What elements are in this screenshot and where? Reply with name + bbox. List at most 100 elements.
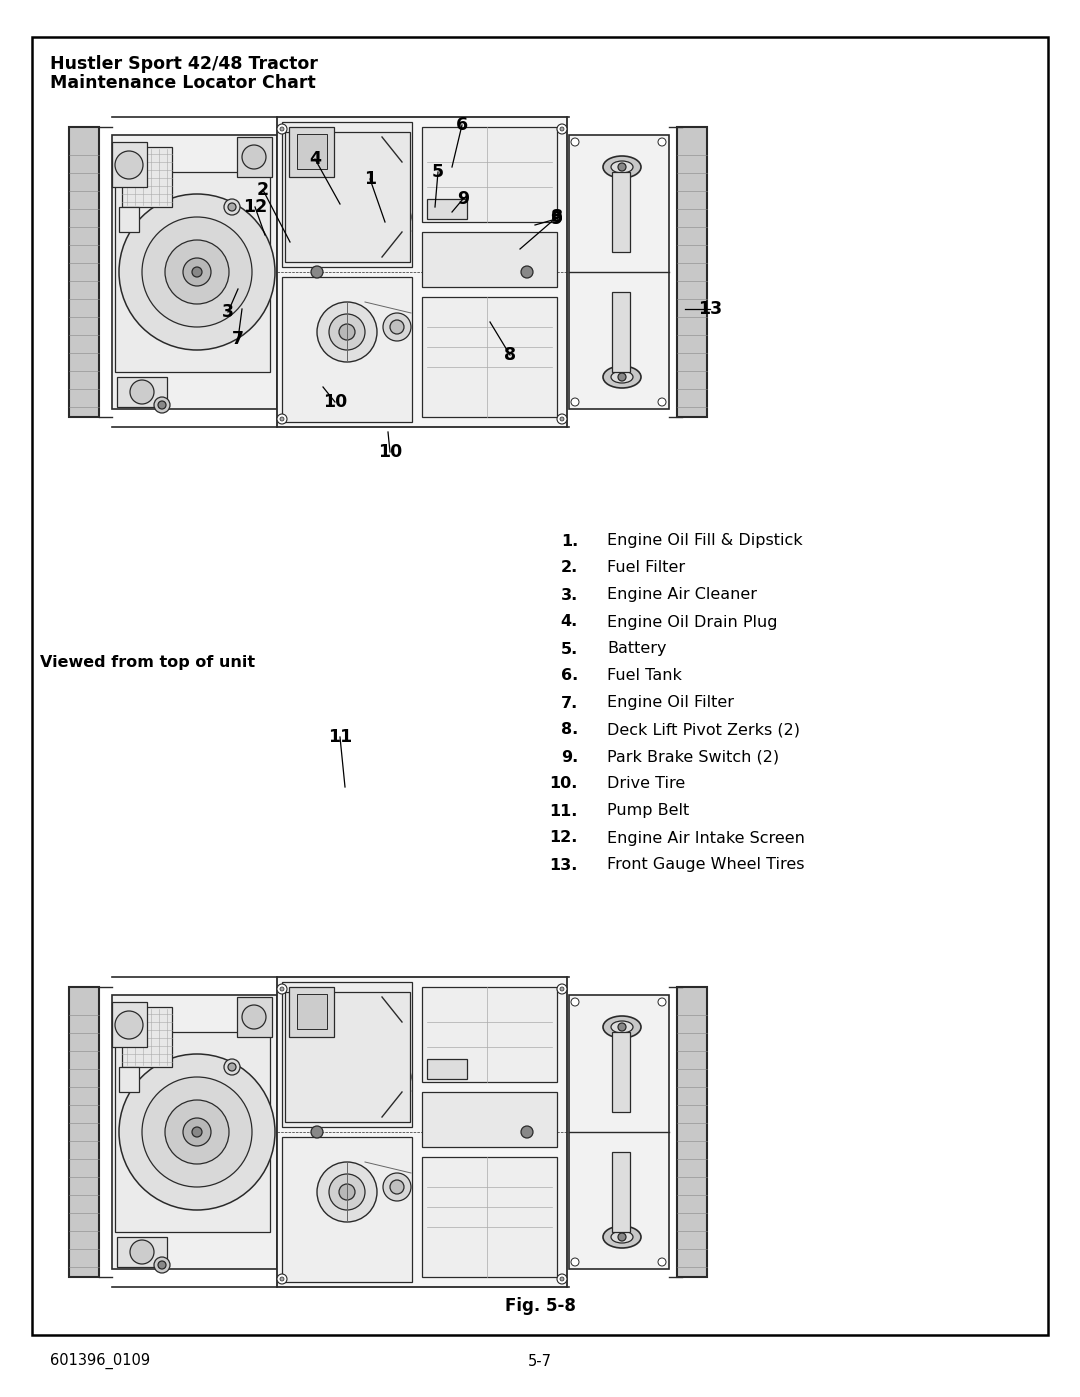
Text: 6.: 6. — [561, 669, 578, 683]
Circle shape — [329, 1173, 365, 1210]
Circle shape — [557, 414, 567, 425]
Ellipse shape — [603, 1016, 642, 1038]
Text: 13.: 13. — [550, 858, 578, 873]
Ellipse shape — [611, 1231, 633, 1243]
Circle shape — [280, 127, 284, 131]
Circle shape — [280, 1277, 284, 1281]
Bar — [282, 122, 411, 267]
Circle shape — [571, 1259, 579, 1266]
Text: 1.: 1. — [561, 534, 578, 549]
Text: 3: 3 — [222, 303, 234, 321]
Text: 13: 13 — [698, 300, 723, 319]
Circle shape — [571, 997, 579, 1006]
Circle shape — [339, 204, 355, 219]
Circle shape — [192, 267, 202, 277]
Bar — [117, 377, 167, 407]
Circle shape — [521, 265, 534, 278]
Ellipse shape — [611, 161, 633, 173]
Circle shape — [119, 1053, 275, 1210]
Text: 10: 10 — [378, 443, 402, 461]
Circle shape — [318, 302, 377, 362]
Bar — [285, 992, 410, 1122]
Bar — [114, 1032, 270, 1232]
Circle shape — [192, 1127, 202, 1137]
Text: 11: 11 — [328, 728, 352, 746]
Circle shape — [339, 1185, 355, 1200]
Text: 5: 5 — [432, 163, 444, 182]
Text: 9: 9 — [457, 190, 469, 208]
Circle shape — [154, 397, 170, 414]
Circle shape — [158, 401, 166, 409]
Ellipse shape — [603, 156, 642, 177]
Circle shape — [658, 138, 666, 147]
Bar — [427, 1059, 467, 1078]
Bar — [612, 292, 630, 372]
Circle shape — [329, 314, 365, 351]
Circle shape — [130, 1241, 154, 1264]
Ellipse shape — [603, 366, 642, 388]
Circle shape — [114, 1011, 143, 1039]
Circle shape — [557, 1274, 567, 1284]
Circle shape — [390, 1070, 404, 1084]
Bar — [112, 136, 276, 409]
Circle shape — [224, 198, 240, 215]
Text: 2: 2 — [257, 182, 269, 198]
Circle shape — [141, 1077, 252, 1187]
Circle shape — [276, 1274, 287, 1284]
Bar — [276, 117, 567, 427]
Bar — [422, 298, 557, 416]
Bar — [119, 207, 139, 232]
Circle shape — [557, 124, 567, 134]
Circle shape — [141, 217, 252, 327]
Circle shape — [318, 1162, 377, 1222]
Bar — [117, 1236, 167, 1267]
Text: 7: 7 — [232, 330, 244, 348]
Text: Hustler Sport 42/48 Tractor: Hustler Sport 42/48 Tractor — [50, 54, 318, 73]
Circle shape — [242, 1004, 266, 1030]
Text: 8.: 8. — [561, 722, 578, 738]
Circle shape — [561, 988, 564, 990]
Circle shape — [130, 380, 154, 404]
Text: 10.: 10. — [550, 777, 578, 792]
Text: 6: 6 — [456, 116, 468, 134]
Circle shape — [390, 1180, 404, 1194]
Text: Park Brake Switch (2): Park Brake Switch (2) — [607, 750, 779, 764]
Text: Engine Oil Drain Plug: Engine Oil Drain Plug — [607, 615, 778, 630]
Text: 10: 10 — [323, 393, 347, 411]
Text: 1: 1 — [364, 170, 376, 189]
Ellipse shape — [611, 372, 633, 383]
Bar — [122, 147, 172, 207]
Circle shape — [329, 194, 365, 231]
Circle shape — [390, 210, 404, 224]
Circle shape — [658, 398, 666, 407]
Bar — [237, 997, 272, 1037]
Text: Battery: Battery — [607, 641, 666, 657]
Text: 8: 8 — [504, 346, 516, 365]
Bar — [289, 127, 334, 177]
Circle shape — [228, 1063, 237, 1071]
Bar — [422, 232, 557, 286]
Circle shape — [390, 320, 404, 334]
Circle shape — [224, 1059, 240, 1076]
Text: 5.: 5. — [561, 641, 578, 657]
Circle shape — [276, 414, 287, 425]
Circle shape — [571, 138, 579, 147]
Bar — [422, 127, 557, 222]
Circle shape — [165, 240, 229, 305]
Text: Drive Tire: Drive Tire — [607, 777, 685, 792]
Bar — [112, 995, 276, 1268]
Text: Pump Belt: Pump Belt — [607, 803, 689, 819]
Circle shape — [339, 1065, 355, 1080]
Text: 12: 12 — [243, 198, 267, 217]
Bar — [422, 988, 557, 1083]
Bar — [612, 1032, 630, 1112]
Text: Front Gauge Wheel Tires: Front Gauge Wheel Tires — [607, 858, 805, 873]
Bar — [69, 127, 99, 416]
Ellipse shape — [603, 1227, 642, 1248]
Circle shape — [311, 1126, 323, 1139]
Text: 2.: 2. — [561, 560, 578, 576]
Text: 9: 9 — [550, 210, 562, 228]
Text: 11.: 11. — [550, 803, 578, 819]
Bar — [69, 988, 99, 1277]
Text: 4: 4 — [309, 149, 321, 168]
